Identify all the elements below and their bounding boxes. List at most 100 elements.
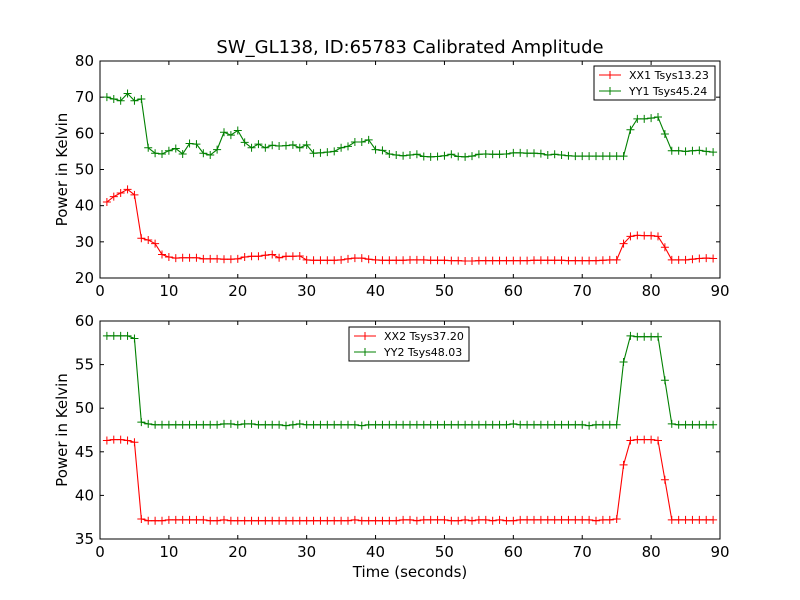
bottom-data-point — [564, 515, 573, 524]
bottom-data-point — [275, 516, 284, 525]
bottom-data-point — [612, 420, 621, 429]
top-data-point — [681, 147, 690, 156]
top-y-tick-label: 60 — [75, 124, 94, 142]
bottom-data-point — [323, 420, 332, 429]
top-data-point — [144, 236, 153, 245]
top-data-point — [130, 190, 139, 199]
top-x-tick-label: 40 — [366, 282, 385, 300]
top-data-point — [220, 128, 228, 137]
top-data-point — [516, 148, 525, 157]
top-data-point — [295, 251, 304, 260]
bottom-x-tick-label: 20 — [228, 543, 247, 561]
top-data-point — [564, 151, 573, 160]
bottom-data-point — [509, 516, 518, 525]
bottom-data-point — [364, 420, 373, 429]
bottom-x-tick-label: 50 — [435, 543, 454, 561]
bottom-x-tick-label: 90 — [710, 543, 729, 561]
bottom-data-point — [350, 420, 359, 429]
bottom-data-point — [316, 420, 325, 429]
bottom-data-point — [605, 515, 614, 524]
top-data-point — [447, 150, 456, 159]
top-data-point — [247, 143, 256, 152]
top-data-point — [213, 254, 222, 263]
top-x-tick-label: 90 — [710, 282, 729, 300]
top-data-point — [647, 114, 656, 123]
bottom-data-point — [412, 420, 421, 429]
bottom-data-point — [233, 516, 242, 525]
top-x-tick-label: 80 — [642, 282, 661, 300]
bottom-data-point — [268, 516, 277, 525]
top-data-point — [357, 138, 366, 147]
bottom-data-point — [585, 421, 594, 430]
bottom-data-point — [647, 435, 656, 444]
bottom-data-point — [123, 436, 132, 445]
top-data-point — [412, 150, 421, 159]
top-data-point — [406, 255, 414, 264]
top-data-point — [605, 152, 614, 161]
top-data-point — [344, 142, 352, 151]
bottom-data-point — [578, 515, 587, 524]
bottom-data-point — [247, 516, 256, 525]
top-data-point — [309, 256, 318, 265]
top-data-point — [681, 255, 690, 264]
top-data-point — [164, 253, 173, 262]
top-data-point — [123, 185, 132, 194]
bottom-data-point — [440, 420, 449, 429]
bottom-data-point — [695, 515, 704, 524]
bottom-data-point — [213, 420, 222, 429]
bottom-x-tick-label: 70 — [573, 543, 592, 561]
top-legend-marker — [606, 87, 614, 95]
bottom-data-point — [619, 460, 628, 469]
top-data-point — [123, 89, 132, 98]
bottom-series-2 — [102, 331, 718, 430]
bottom-data-point — [571, 515, 580, 524]
bottom-data-point — [171, 515, 180, 524]
bottom-data-point — [213, 516, 222, 525]
top-data-point — [612, 152, 621, 161]
plot-panel-bottom: 0 10 20 30 40 50 60 70 80 90 35 40 45 50 55 60 Power in … — [53, 312, 730, 581]
top-data-point — [102, 93, 111, 102]
bottom-data-point — [392, 420, 401, 429]
top-data-point — [523, 149, 532, 158]
top-data-point — [461, 152, 470, 161]
top-data-point — [288, 252, 297, 261]
bottom-data-point — [378, 420, 387, 429]
bottom-legend: XX2 Tsys37.20 YY2 Tsys48.03 — [348, 326, 470, 362]
bottom-data-point — [598, 515, 607, 524]
bottom-data-point — [474, 515, 483, 524]
bottom-data-point — [654, 436, 662, 445]
top-data-point — [185, 253, 194, 262]
top-data-point — [192, 140, 201, 149]
bottom-data-point — [502, 420, 511, 429]
top-data-point — [667, 255, 676, 264]
bottom-legend-label: YY2 Tsys48.03 — [383, 346, 462, 359]
bottom-data-point — [530, 515, 538, 524]
top-data-point — [674, 146, 683, 155]
top-data-point — [240, 253, 249, 262]
top-data-point — [247, 252, 256, 261]
bottom-data-point — [633, 332, 642, 341]
top-data-point — [357, 254, 366, 263]
top-data-point — [626, 125, 635, 134]
bottom-legend-marker — [361, 348, 369, 356]
top-data-point — [275, 141, 284, 150]
bottom-data-point — [247, 419, 256, 428]
bottom-data-point — [674, 515, 683, 524]
top-data-point — [268, 141, 277, 150]
top-data-point — [660, 243, 669, 252]
top-data-point — [647, 231, 656, 240]
top-data-point — [481, 149, 490, 158]
top-data-point — [254, 140, 263, 149]
top-data-point — [509, 148, 518, 157]
top-data-point — [116, 96, 125, 105]
top-data-point — [660, 130, 669, 139]
top-data-point — [688, 255, 697, 264]
top-data-point — [233, 254, 242, 263]
bottom-y-tick-label: 40 — [75, 486, 94, 504]
top-data-point — [268, 250, 277, 259]
bottom-series-1 — [102, 435, 718, 525]
bottom-data-point — [474, 420, 483, 429]
top-y-tick-label: 80 — [75, 52, 94, 70]
bottom-data-point — [454, 516, 463, 525]
